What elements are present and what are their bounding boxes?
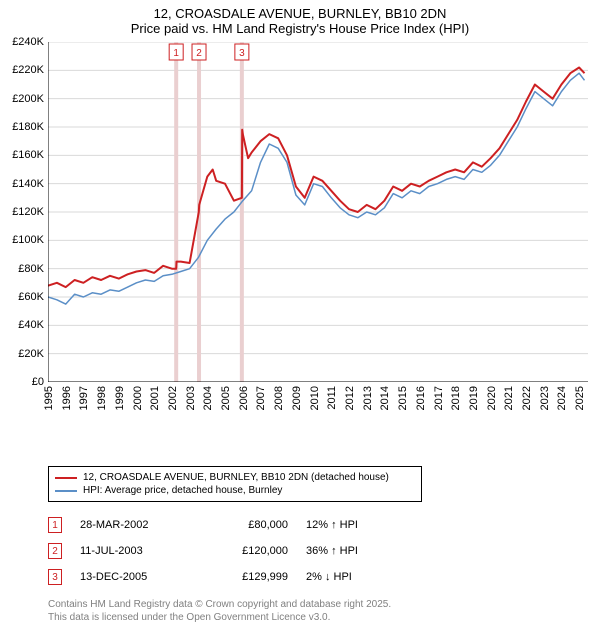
x-axis-tick-label: 2019 — [468, 386, 480, 410]
x-axis-tick-label: 2011 — [326, 386, 338, 410]
x-axis-tick-label: 2013 — [362, 386, 374, 410]
y-axis-tick-label: £40K — [18, 319, 44, 331]
x-axis-tick-label: 1997 — [78, 386, 90, 410]
x-axis-tick-label: 2015 — [397, 386, 409, 410]
y-axis-tick-label: £80K — [18, 263, 44, 275]
line-chart-svg: 1 2 3 — [48, 42, 588, 382]
x-axis-tick-label: 2007 — [255, 386, 267, 410]
y-axis-tick-label: £120K — [12, 206, 44, 218]
y-axis-tick-label: £100K — [12, 234, 44, 246]
title-block: 12, CROASDALE AVENUE, BURNLEY, BB10 2DN … — [0, 0, 600, 36]
x-axis-tick-label: 2021 — [503, 386, 515, 410]
x-axis-tick-label: 1998 — [96, 386, 108, 410]
sale-row: 1 28-MAR-2002 £80,000 12% ↑ HPI — [48, 512, 600, 538]
x-axis-tick-label: 2022 — [521, 386, 533, 410]
x-axis-tick-label: 2003 — [185, 386, 197, 410]
y-axis-tick-label: £140K — [12, 178, 44, 190]
legend-label: HPI: Average price, detached house, Burn… — [83, 485, 282, 496]
chart-container: 12, CROASDALE AVENUE, BURNLEY, BB10 2DN … — [0, 0, 600, 632]
y-axis-tick-label: £160K — [12, 149, 44, 161]
sales-table: 1 28-MAR-2002 £80,000 12% ↑ HPI 2 11-JUL… — [48, 512, 600, 590]
sale-marker-icon: 3 — [48, 569, 62, 585]
x-axis-tick-label: 2004 — [202, 386, 214, 410]
legend-label: 12, CROASDALE AVENUE, BURNLEY, BB10 2DN … — [83, 472, 389, 483]
sale-delta: 12% ↑ HPI — [306, 519, 396, 531]
x-axis-tick-label: 2016 — [415, 386, 427, 410]
sale-row: 3 13-DEC-2005 £129,999 2% ↓ HPI — [48, 564, 600, 590]
x-axis-tick-label: 2010 — [309, 386, 321, 410]
x-axis-tick-label: 2000 — [132, 386, 144, 410]
sale-delta: 36% ↑ HPI — [306, 545, 396, 557]
sale-price: £80,000 — [208, 519, 288, 531]
x-axis-tick-label: 2018 — [450, 386, 462, 410]
x-axis-tick-label: 2012 — [344, 386, 356, 410]
y-axis-tick-label: £240K — [12, 36, 44, 48]
svg-text:1: 1 — [173, 48, 179, 59]
legend-swatch — [55, 477, 77, 479]
footer-line: Contains HM Land Registry data © Crown c… — [48, 598, 600, 611]
legend-item: 12, CROASDALE AVENUE, BURNLEY, BB10 2DN … — [55, 471, 415, 484]
svg-text:3: 3 — [239, 48, 245, 59]
x-axis-tick-label: 2020 — [486, 386, 498, 410]
sale-date: 13-DEC-2005 — [80, 571, 190, 583]
x-axis-tick-label: 2024 — [556, 386, 568, 410]
y-axis-tick-label: £20K — [18, 348, 44, 360]
sale-delta: 2% ↓ HPI — [306, 571, 396, 583]
x-axis-tick-label: 2017 — [433, 386, 445, 410]
x-axis-tick-label: 1999 — [114, 386, 126, 410]
sale-row: 2 11-JUL-2003 £120,000 36% ↑ HPI — [48, 538, 600, 564]
y-axis-tick-label: £220K — [12, 64, 44, 76]
y-axis-tick-label: £60K — [18, 291, 44, 303]
y-axis-tick-label: £180K — [12, 121, 44, 133]
x-axis-tick-label: 2014 — [379, 386, 391, 410]
legend: 12, CROASDALE AVENUE, BURNLEY, BB10 2DN … — [48, 466, 422, 502]
footer: Contains HM Land Registry data © Crown c… — [48, 598, 600, 632]
title-subtitle: Price paid vs. HM Land Registry's House … — [0, 21, 600, 36]
y-axis-tick-label: £200K — [12, 93, 44, 105]
chart-area: 123 £0£20K£40K£60K£80K£100K£120K£140K£16… — [48, 42, 588, 422]
x-axis-tick-label: 1995 — [43, 386, 55, 410]
x-axis-tick-label: 2025 — [574, 386, 586, 410]
footer-line: This data is licensed under the Open Gov… — [48, 611, 600, 624]
sale-price: £120,000 — [208, 545, 288, 557]
x-axis-tick-label: 1996 — [61, 386, 73, 410]
sale-date: 11-JUL-2003 — [80, 545, 190, 557]
sale-price: £129,999 — [208, 571, 288, 583]
x-axis-tick-label: 2001 — [149, 386, 161, 410]
legend-swatch — [55, 490, 77, 492]
x-axis-tick-label: 2009 — [291, 386, 303, 410]
sale-date: 28-MAR-2002 — [80, 519, 190, 531]
legend-item: HPI: Average price, detached house, Burn… — [55, 484, 415, 497]
sale-marker-icon: 2 — [48, 543, 62, 559]
x-axis-tick-label: 2006 — [238, 386, 250, 410]
title-address: 12, CROASDALE AVENUE, BURNLEY, BB10 2DN — [0, 6, 600, 21]
x-axis-tick-label: 2002 — [167, 386, 179, 410]
sale-marker-icon: 1 — [48, 517, 62, 533]
x-axis-tick-label: 2023 — [539, 386, 551, 410]
x-axis-tick-label: 2008 — [273, 386, 285, 410]
x-axis-tick-label: 2005 — [220, 386, 232, 410]
svg-text:2: 2 — [196, 48, 202, 59]
